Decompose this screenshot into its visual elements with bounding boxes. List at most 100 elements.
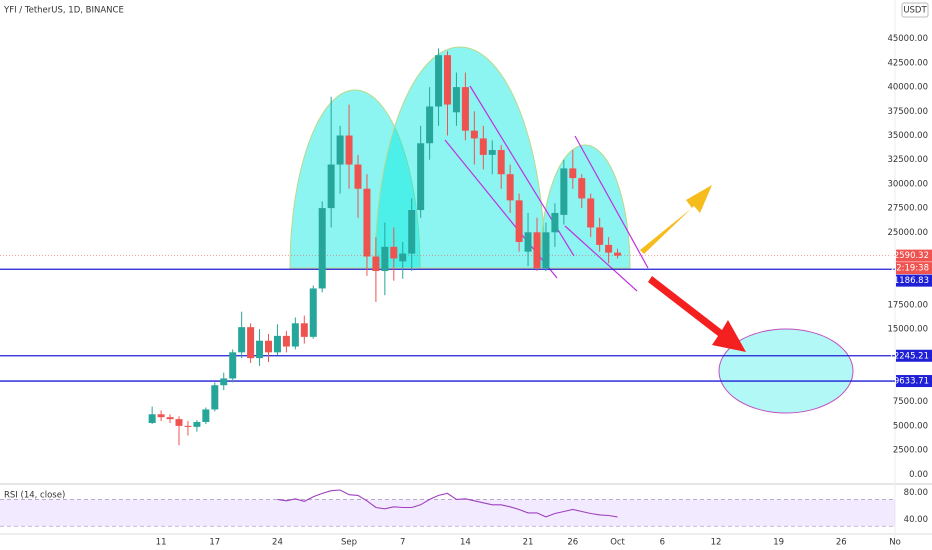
x-tick-label: 26	[836, 538, 847, 548]
candle-body	[229, 352, 237, 379]
currency-box	[901, 2, 929, 18]
trend-line	[564, 225, 638, 292]
price-line-label-box	[896, 375, 932, 388]
candle-body	[479, 138, 487, 155]
y-tick-label: 0.00	[909, 470, 928, 480]
y-tick-label: 5000.00	[893, 421, 928, 431]
y-tick-label: 45000.00	[887, 34, 928, 44]
x-tick-label: 6	[660, 538, 665, 548]
candle-body	[327, 164, 335, 209]
rsi-band	[0, 499, 895, 527]
candle-body	[282, 335, 290, 347]
currency: USDT	[903, 6, 927, 16]
candle-body	[381, 246, 389, 272]
candle-body	[247, 327, 255, 359]
rsi-line	[277, 489, 618, 518]
arrow-up	[640, 185, 712, 254]
candle-body	[435, 55, 443, 107]
y-tick-label: 30000.00	[887, 179, 928, 189]
candle-body	[211, 385, 219, 410]
y-tick-label: 37500.00	[887, 107, 928, 117]
price-line-label: 9633.71	[894, 377, 929, 387]
candle-body	[596, 227, 604, 245]
candle-body	[336, 135, 344, 165]
candle-body	[157, 414, 165, 418]
countdown-label-box	[896, 262, 932, 275]
candle-body	[551, 212, 559, 233]
y-tick-label: 42500.00	[887, 58, 928, 68]
candle-body	[175, 419, 183, 426]
last-price-label: 22590.32	[888, 251, 929, 261]
price-line-label: 12245.21	[888, 351, 929, 361]
chart-title: YFI / TetherUS, 1D, BINANCE	[3, 6, 124, 16]
indicator-title: RSI (14, close)	[4, 491, 65, 501]
candle-body	[461, 87, 469, 131]
candle-body	[506, 174, 514, 201]
candle-body	[560, 168, 568, 215]
candle-body	[309, 288, 317, 337]
x-tick-label: Oct	[610, 538, 625, 548]
y-tick-label: 15000.00	[887, 325, 928, 335]
x-tick-label: 14	[460, 538, 471, 548]
candle-body	[524, 232, 532, 252]
arrow-down	[648, 276, 746, 352]
y-tick-label: 40.00	[904, 515, 928, 525]
candle-body	[345, 135, 353, 165]
candle-body	[533, 232, 541, 269]
candle-body	[273, 335, 281, 353]
candle-body	[193, 422, 201, 427]
candle-body	[578, 178, 586, 199]
candle-body	[300, 323, 308, 337]
y-tick-label: 32500.00	[887, 155, 928, 165]
candle-body	[256, 340, 264, 359]
candle-body	[488, 150, 496, 155]
candle-body	[614, 252, 622, 256]
candle-body	[318, 208, 326, 289]
candle-body	[399, 253, 407, 262]
x-tick-label: 21	[523, 538, 534, 548]
candle-body	[363, 188, 371, 257]
candle-body	[452, 87, 460, 113]
x-tick-label: 12	[711, 538, 722, 548]
candle-body	[220, 378, 228, 386]
candle-body	[444, 55, 451, 105]
candle-body	[542, 232, 550, 269]
y-tick-label: 2500.00	[893, 446, 928, 456]
candle-body	[605, 244, 613, 253]
x-tick-label: Sep	[341, 538, 357, 548]
last-price-label-box	[896, 249, 932, 262]
x-tick-label: 19	[773, 538, 784, 548]
candle-body	[354, 164, 362, 189]
y-tick-label: 35000.00	[887, 131, 928, 141]
price-line-label: 21186.83	[888, 276, 929, 286]
candle-body	[497, 150, 505, 175]
candle-body	[417, 143, 425, 211]
candle-body	[515, 200, 523, 242]
candle-body	[238, 327, 246, 353]
candle-body	[470, 130, 478, 139]
candle-body	[166, 417, 174, 420]
x-tick-label: 24	[272, 538, 283, 548]
candle-body	[569, 168, 577, 179]
x-tick-label: No	[889, 538, 901, 548]
candle-body	[148, 414, 156, 423]
candle-body	[265, 340, 272, 353]
candle-body	[291, 323, 299, 347]
candle-body	[408, 210, 416, 254]
y-tick-label: 27500.00	[887, 204, 928, 214]
price-line-label-box	[896, 274, 932, 287]
y-tick-label: 7500.00	[893, 397, 928, 407]
y-tick-label: 17500.00	[887, 300, 928, 310]
candle-body	[372, 256, 380, 272]
x-tick-label: 26	[567, 538, 578, 548]
trend-line	[574, 135, 649, 269]
candle-body	[587, 198, 595, 228]
price-line-label-box	[896, 349, 932, 362]
x-tick-label: 7	[400, 538, 405, 548]
candle-body	[202, 409, 210, 423]
candle-body	[390, 246, 398, 259]
y-tick-label: 40000.00	[887, 83, 928, 93]
x-tick-label: 11	[156, 538, 167, 548]
candle-body	[426, 106, 434, 144]
